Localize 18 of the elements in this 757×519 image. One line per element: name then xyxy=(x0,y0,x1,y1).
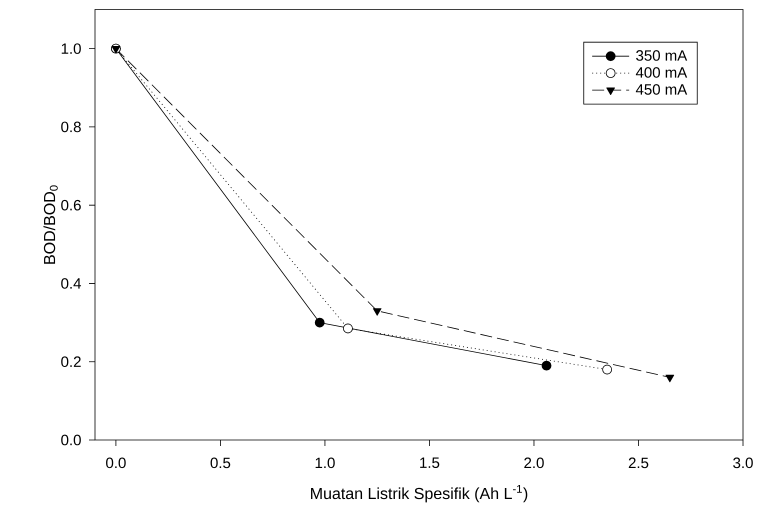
y-tick-label: 0.6 xyxy=(61,200,81,210)
legend-label: 400 mA xyxy=(636,67,688,78)
y-tick-label: 0.2 xyxy=(61,356,81,368)
x-tick-label: 3.0 xyxy=(733,458,753,468)
x-tick-label: 2.0 xyxy=(524,458,544,468)
y-axis-title: BOD/BOD$_{0}$ xyxy=(43,185,58,264)
x-tick-label: 1.0 xyxy=(316,458,335,468)
x-tick-label: 2.5 xyxy=(628,458,648,468)
y-tick-label: 0.0 xyxy=(61,434,81,446)
x-axis-title: Muatan Listrik Spesifik (Ah L$^{-1}$) xyxy=(311,485,528,502)
x-tick-label: 1.5 xyxy=(420,458,440,468)
x-tick-label: 0.5 xyxy=(210,458,230,468)
y-tick-label: 1.0 xyxy=(62,43,81,54)
legend-label: 450 mA xyxy=(636,84,688,95)
legend-label: 350 mA xyxy=(636,50,688,61)
y-tick-label: 0.4 xyxy=(61,278,82,289)
y-tick-label: 0.8 xyxy=(61,122,81,132)
x-tick-label: 0.0 xyxy=(106,458,126,468)
